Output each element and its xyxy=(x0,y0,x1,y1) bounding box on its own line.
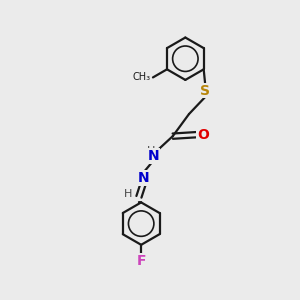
Text: CH₃: CH₃ xyxy=(133,72,151,82)
Text: N: N xyxy=(148,149,160,163)
Text: H: H xyxy=(124,189,132,199)
Text: F: F xyxy=(136,254,146,268)
Text: S: S xyxy=(200,83,210,98)
Text: H: H xyxy=(146,146,155,157)
Text: N: N xyxy=(137,171,149,185)
Text: O: O xyxy=(197,128,209,142)
